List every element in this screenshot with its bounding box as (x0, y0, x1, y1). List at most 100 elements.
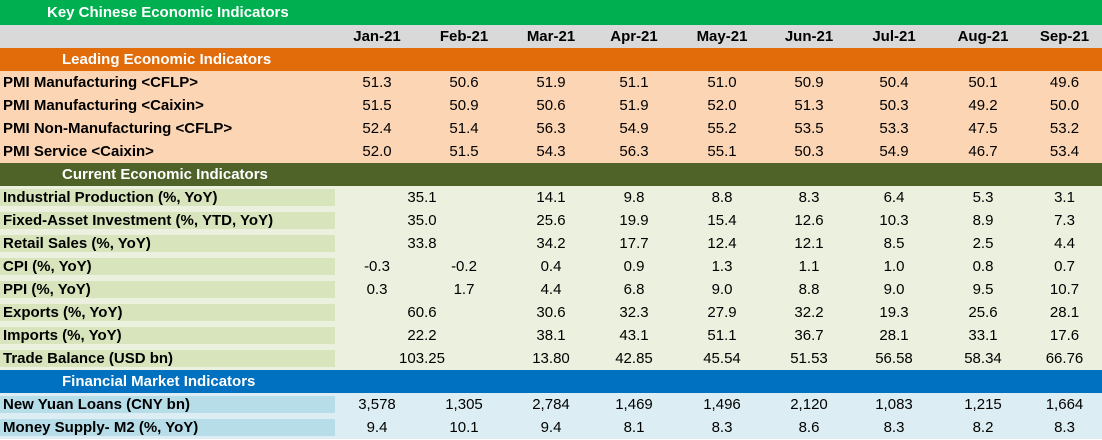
value-cell: 9.5 (972, 281, 994, 298)
month-header: Jul-21 (872, 28, 916, 45)
value-cell: 51.5 (449, 143, 479, 160)
month-header: Aug-21 (957, 28, 1009, 45)
value-cell: 9.4 (540, 419, 562, 436)
value-cell: 19.3 (879, 304, 909, 321)
value-cell: 8.3 (711, 419, 733, 436)
value-cell: 28.1 (879, 327, 909, 344)
row-label: PMI Manufacturing <CFLP> (3, 74, 199, 91)
value-cell: 49.6 (1049, 74, 1080, 91)
value-cell: 51.9 (536, 74, 566, 91)
merged-value-cell: 35.0 (407, 212, 437, 229)
value-cell: 53.2 (1049, 120, 1080, 137)
value-cell: 10.3 (879, 212, 909, 229)
value-cell: 1,215 (964, 396, 1002, 413)
row-label: PMI Manufacturing <Caixin> (3, 97, 204, 114)
value-cell: 2,784 (532, 396, 570, 413)
value-cell: 51.3 (794, 97, 824, 114)
merged-value-cell: 22.2 (407, 327, 437, 344)
value-cell: 56.3 (536, 120, 566, 137)
section-header: Current Economic Indicators (0, 163, 1102, 186)
row-label: Industrial Production (%, YoY) (0, 189, 335, 206)
table-row: New Yuan Loans (CNY bn) 3,578 1,305 2,784 1,… (0, 393, 1102, 416)
table-row: Money Supply- M2 (%, YoY) 9.4 10.1 9.4 8.1 8.… (0, 416, 1102, 439)
table-title: Key Chinese Economic Indicators (0, 0, 1102, 25)
value-cell: 8.3 (1054, 419, 1075, 436)
row-label: PMI Non-Manufacturing <CFLP> (3, 120, 233, 137)
value-cell: 17.6 (1049, 327, 1080, 344)
table-row: PPI (%, YoY) 0.3 1.7 4.4 6.8 9.0 8.8 9.0 9.5 10.7 (0, 278, 1102, 301)
value-cell: 14.1 (536, 189, 566, 206)
table-row: Fixed-Asset Investment (%, YTD, YoY) 35.0… (0, 209, 1102, 232)
value-cell: 28.1 (1049, 304, 1080, 321)
month-header: Mar-21 (526, 28, 576, 45)
value-cell: 8.2 (972, 419, 994, 436)
table-row: PMI Manufacturing <Caixin> 51.5 50.9 50.6 51… (0, 94, 1102, 117)
value-cell: 17.7 (619, 235, 649, 252)
value-cell: 1,469 (615, 396, 653, 413)
value-cell: 50.9 (449, 97, 479, 114)
value-cell: 3,578 (358, 396, 396, 413)
value-cell: 12.1 (794, 235, 824, 252)
value-cell: 12.6 (794, 212, 824, 229)
value-cell: 8.5 (883, 235, 905, 252)
value-cell: 1.1 (798, 258, 820, 275)
value-cell: 50.6 (449, 74, 479, 91)
value-cell: 0.3 (366, 281, 388, 298)
merged-value-cell: 103.25 (399, 350, 445, 367)
value-cell: 6.4 (883, 189, 905, 206)
table-row: PMI Service <Caixin> 52.0 51.5 54.3 56.3 55.1… (0, 140, 1102, 163)
value-cell: 8.3 (798, 189, 820, 206)
value-cell: 50.9 (794, 74, 824, 91)
value-cell: 1.0 (883, 258, 905, 275)
value-cell: 51.0 (707, 74, 737, 91)
value-cell: 1,083 (875, 396, 913, 413)
value-cell: -0.2 (451, 258, 477, 275)
table-row: PMI Manufacturing <CFLP> 51.3 50.6 51.9 51.1… (0, 71, 1102, 94)
value-cell: 51.1 (619, 74, 649, 91)
value-cell: 54.3 (536, 143, 566, 160)
table-row: Imports (%, YoY) 22.2 38.1 43.1 51.1 36.7 28.1… (0, 324, 1102, 347)
section-header: Leading Economic Indicators (0, 48, 1102, 71)
value-cell: 19.9 (619, 212, 649, 229)
value-cell: 8.3 (883, 419, 905, 436)
value-cell: 36.7 (794, 327, 824, 344)
merged-value-cell: 60.6 (407, 304, 437, 321)
value-cell: 53.4 (1049, 143, 1080, 160)
table-row: CPI (%, YoY) -0.3 -0.2 0.4 0.9 1.3 1.1 1.0 0.8 0.… (0, 255, 1102, 278)
month-header: Jun-21 (784, 28, 834, 45)
table-row: Retail Sales (%, YoY) 33.8 34.2 17.7 12.4 12.… (0, 232, 1102, 255)
value-cell: 42.85 (615, 350, 653, 367)
value-cell: 4.4 (540, 281, 562, 298)
value-cell: 0.4 (540, 258, 562, 275)
table-row: Industrial Production (%, YoY) 35.1 14.1 9.… (0, 186, 1102, 209)
value-cell: 43.1 (619, 327, 649, 344)
value-cell: 10.1 (449, 419, 479, 436)
row-label: CPI (%, YoY) (0, 258, 335, 275)
section-header: Financial Market Indicators (0, 370, 1102, 393)
row-label: New Yuan Loans (CNY bn) (0, 396, 335, 413)
value-cell: 25.6 (968, 304, 998, 321)
table-row: PMI Non-Manufacturing <CFLP> 52.4 51.4 56.3… (0, 117, 1102, 140)
value-cell: 8.9 (972, 212, 994, 229)
value-cell: 50.6 (536, 97, 566, 114)
value-cell: 56.58 (875, 350, 913, 367)
value-cell: 0.9 (623, 258, 645, 275)
month-header: Apr-21 (610, 28, 658, 45)
row-label: PPI (%, YoY) (0, 281, 335, 298)
value-cell: 1.3 (711, 258, 733, 275)
value-cell: 32.2 (794, 304, 824, 321)
table-body: Leading Economic Indicators PMI Manufactu… (0, 48, 1102, 439)
value-cell: 66.76 (1045, 350, 1084, 367)
merged-value-cell: 35.1 (407, 189, 437, 206)
month-header: Sep-21 (1039, 28, 1090, 45)
value-cell: 3.1 (1054, 189, 1075, 206)
merged-value-cell: 33.8 (407, 235, 437, 252)
value-cell: 55.1 (707, 143, 737, 160)
row-label: PMI Service <Caixin> (3, 143, 154, 160)
value-cell: 8.6 (798, 419, 820, 436)
row-label: Money Supply- M2 (%, YoY) (0, 419, 335, 436)
value-cell: 58.34 (964, 350, 1002, 367)
month-header: May-21 (696, 28, 748, 45)
value-cell: 32.3 (619, 304, 649, 321)
value-cell: 5.3 (972, 189, 994, 206)
